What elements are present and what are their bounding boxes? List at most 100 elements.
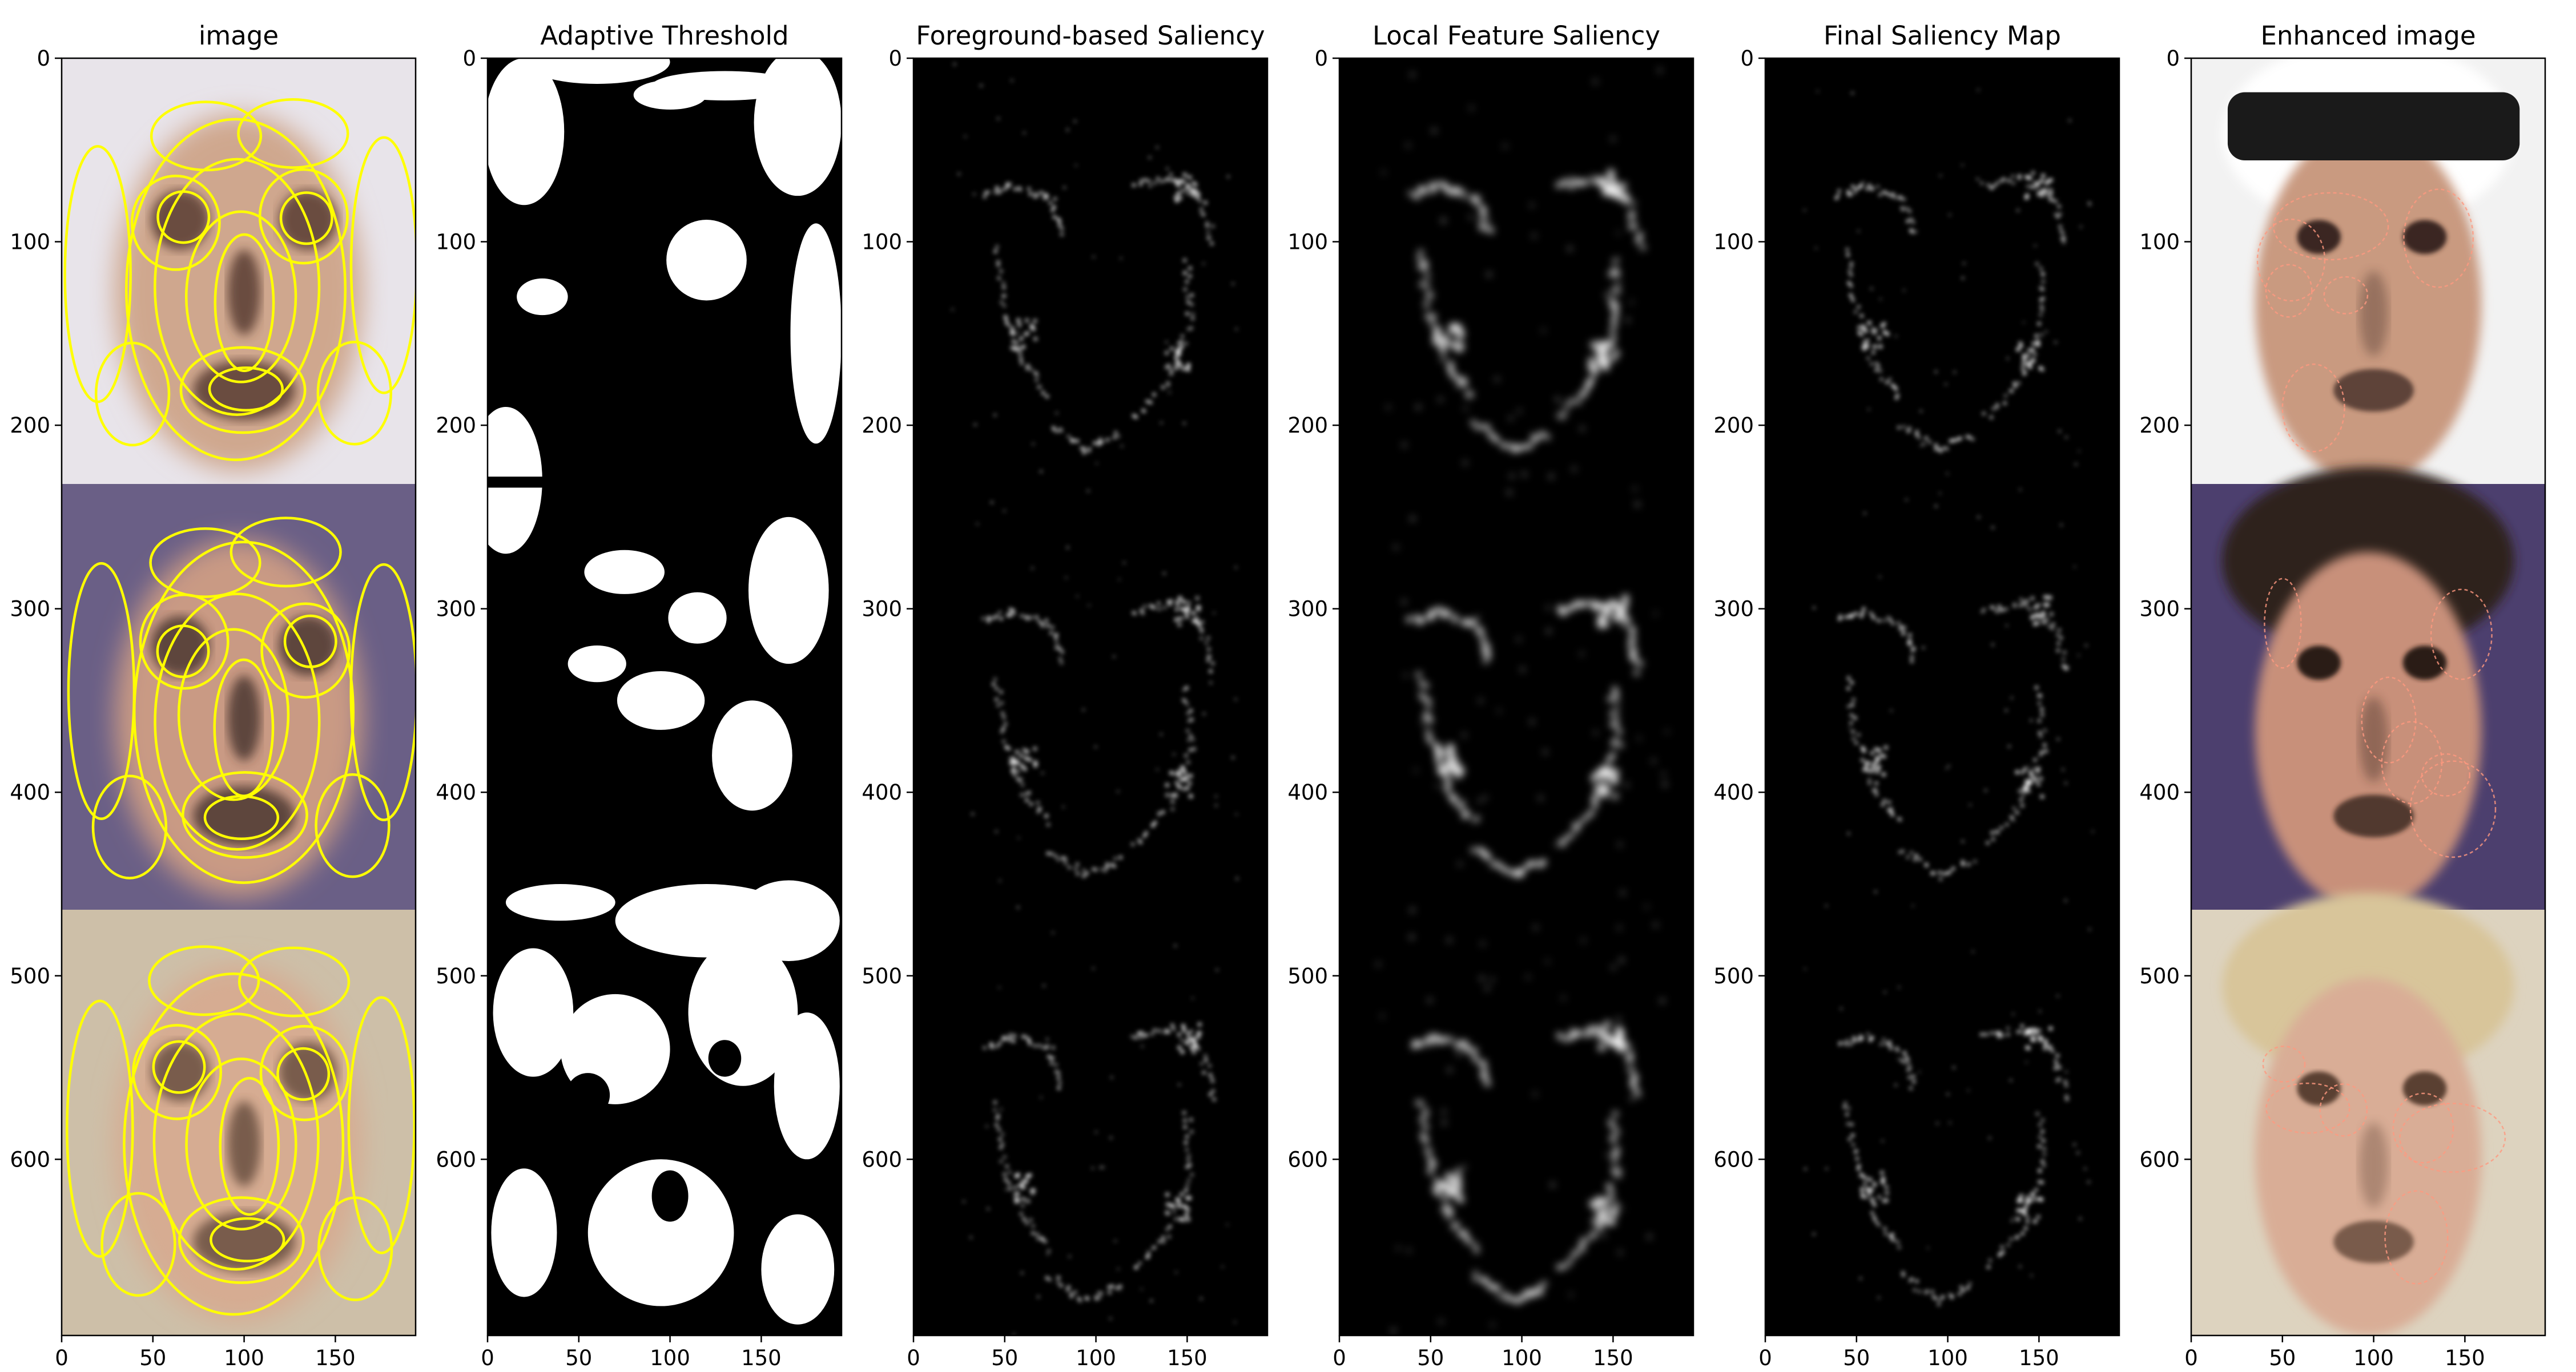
saliency-dot (1851, 92, 1854, 95)
saliency-dot (1847, 281, 1851, 285)
saliency-dot (1874, 368, 1878, 372)
saliency-dot (1488, 227, 1494, 233)
saliency-dot (1606, 1184, 1612, 1190)
saliency-dot (1037, 619, 1041, 623)
saliency-dot (1480, 976, 1484, 980)
saliency-dot (1186, 711, 1190, 715)
saliency-dot (1198, 199, 1202, 203)
saliency-dot (1019, 336, 1024, 341)
saliency-dot (1516, 1296, 1522, 1302)
saliency-dot (2019, 488, 2022, 491)
saliency-dot (1613, 706, 1620, 712)
saliency-dot (2087, 1181, 2090, 1184)
saliency-dot (1859, 314, 1863, 318)
saliency-dot (1150, 1300, 1153, 1302)
saliency-dot (1094, 868, 1098, 872)
saliency-dot (1503, 144, 1507, 148)
saliency-dot (1426, 1038, 1432, 1044)
saliency-dot (1190, 302, 1194, 306)
saliency-dot (1193, 183, 1198, 187)
saliency-dot (1193, 189, 1198, 193)
threshold-hole (651, 1170, 689, 1222)
threshold-region (748, 516, 829, 664)
saliency-dot (1848, 727, 1851, 729)
saliency-dot (1995, 610, 1999, 614)
saliency-dot (1421, 1041, 1427, 1047)
saliency-dot (2005, 607, 2009, 611)
saliency-dot (2061, 232, 2065, 236)
saliency-dot (1175, 179, 1180, 183)
saliency-dot (1945, 447, 1949, 451)
saliency-dot (1180, 345, 1184, 349)
enhanced-contour (2361, 676, 2417, 764)
saliency-background (1765, 58, 2119, 1335)
saliency-dot (1863, 512, 1866, 515)
saliency-dot (1852, 698, 1855, 702)
saliency-dot (1463, 813, 1470, 819)
saliency-dot (1166, 600, 1170, 604)
saliency-dot (1026, 617, 1030, 621)
saliency-dot (1613, 721, 1619, 728)
saliency-dot (1049, 631, 1053, 635)
contour-line (132, 1024, 222, 1120)
saliency-dot (1470, 419, 1476, 426)
saliency-dot (1165, 1228, 1169, 1232)
saliency-dot (1902, 1060, 1906, 1064)
saliency-dot (1066, 1285, 1070, 1289)
saliency-dot (1907, 641, 1911, 645)
saliency-dot (1857, 305, 1861, 309)
contour-line (185, 210, 297, 384)
saliency-dot (1415, 672, 1422, 678)
saliency-dot (1949, 439, 1953, 443)
saliency-dot (1478, 220, 1484, 227)
saliency-dot (1906, 1068, 1910, 1072)
saliency-dot (1145, 1033, 1149, 1037)
saliency-dot (953, 63, 956, 66)
saliency-dot (1065, 576, 1068, 579)
saliency-dot (1428, 614, 1434, 620)
saliency-dot (1156, 146, 1158, 149)
saliency-dot (1574, 1250, 1580, 1256)
saliency-dot (1022, 748, 1027, 752)
saliency-dot (2022, 321, 2025, 324)
saliency-dot (1143, 178, 1147, 182)
saliency-dot (1430, 185, 1436, 192)
saliency-dot (2091, 830, 2094, 833)
contour-line (259, 1024, 350, 1121)
saliency-dot (964, 135, 967, 138)
saliency-dot (1458, 862, 1462, 866)
threshold-region (666, 219, 747, 301)
saliency-dot (1567, 1257, 1573, 1264)
saliency-dot (1608, 1188, 1614, 1195)
saliency-dot (1097, 442, 1101, 446)
saliency-dot (1869, 611, 1873, 615)
saliency-dot (1033, 337, 1038, 341)
saliency-dot (1008, 1038, 1012, 1042)
saliency-dot (1902, 1051, 1906, 1055)
saliency-dot (1185, 312, 1189, 316)
saliency-dot (1913, 858, 1917, 862)
saliency-dot (2018, 604, 2022, 608)
saliency-dot (1082, 447, 1086, 451)
saliency-dot (980, 84, 983, 87)
saliency-dot (1479, 699, 1483, 703)
saliency-dot (1070, 439, 1074, 443)
saliency-dot (951, 308, 954, 311)
saliency-dot (2056, 215, 2060, 219)
saliency-dot (2041, 173, 2046, 178)
saliency-dot (1094, 1297, 1098, 1301)
saliency-dot (2022, 357, 2027, 362)
saliency-dot (1588, 1200, 1596, 1207)
saliency-dot (1849, 192, 1853, 196)
saliency-dot (1174, 356, 1178, 360)
saliency-dot (1006, 184, 1010, 188)
saliency-dot (1471, 847, 1477, 853)
saliency-dot (1876, 185, 1880, 189)
saliency-dot (1037, 1296, 1040, 1298)
saliency-dot (1102, 1166, 1105, 1169)
saliency-dot (1637, 232, 1643, 238)
saliency-dot (1181, 698, 1184, 701)
saliency-dot (1053, 197, 1057, 201)
saliency-background (913, 58, 1267, 1335)
saliency-dot (1897, 621, 1901, 625)
